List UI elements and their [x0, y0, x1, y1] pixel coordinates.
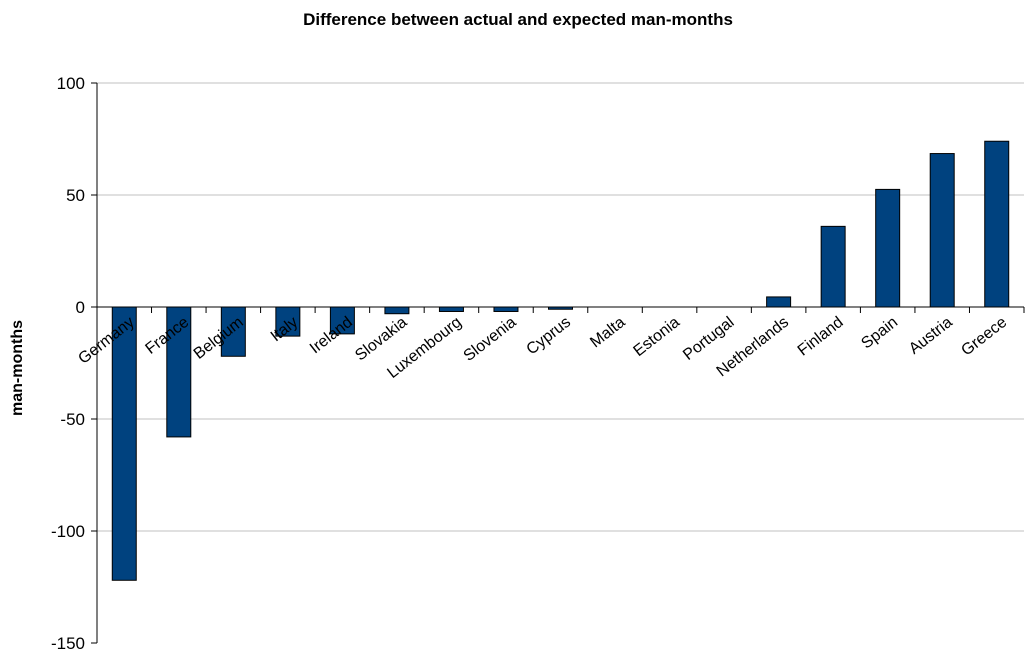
x-category-label-finland: Finland [795, 314, 847, 360]
y-tick-labels: 100 50 0 -50 -100 -150 [51, 74, 85, 653]
y-tick-label: -100 [51, 522, 85, 541]
axes [91, 82, 1025, 644]
bar-spain [875, 188, 901, 308]
x-category-label-austria: Austria [906, 314, 956, 358]
x-category-label-cyprus: Cyprus [524, 314, 574, 359]
bar-finland [820, 225, 846, 308]
bars [111, 140, 1010, 581]
x-category-label-estonia: Estonia [630, 314, 683, 360]
y-axis-label: man-months [9, 320, 26, 416]
x-category-label-spain: Spain [858, 314, 901, 353]
bar-greece [984, 140, 1010, 308]
y-tick-label: 50 [66, 186, 85, 205]
y-tick-label: 0 [76, 298, 85, 317]
bar-netherlands [766, 296, 792, 308]
bar-slovakia [384, 306, 410, 315]
y-tick-label: -50 [60, 410, 85, 429]
x-category-label-malta: Malta [587, 314, 628, 352]
x-category-label-greece: Greece [958, 314, 1010, 360]
y-tick-label: -150 [51, 634, 85, 653]
bar-germany [111, 306, 137, 581]
bar-luxembourg [438, 306, 464, 312]
bar-austria [929, 153, 955, 308]
chart-title: Difference between actual and expected m… [303, 10, 733, 29]
bar-slovenia [493, 306, 519, 312]
x-category-label-slovenia: Slovenia [461, 314, 520, 365]
y-tick-label: 100 [57, 74, 85, 93]
